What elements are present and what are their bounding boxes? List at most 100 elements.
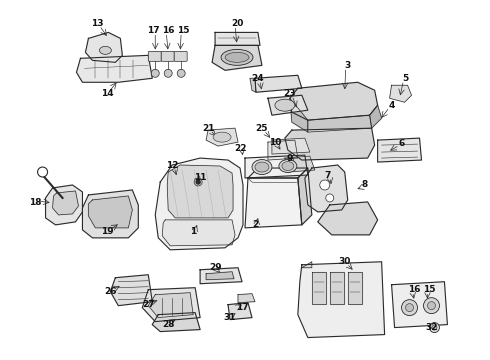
- Polygon shape: [206, 128, 238, 146]
- Polygon shape: [82, 190, 138, 238]
- Polygon shape: [142, 288, 200, 321]
- Ellipse shape: [99, 46, 111, 54]
- FancyBboxPatch shape: [161, 51, 174, 61]
- Circle shape: [151, 69, 159, 77]
- Circle shape: [194, 178, 202, 186]
- Text: 28: 28: [162, 320, 174, 329]
- Polygon shape: [268, 140, 298, 160]
- Polygon shape: [215, 32, 260, 45]
- Polygon shape: [76, 55, 152, 82]
- Ellipse shape: [255, 162, 269, 172]
- Text: 1: 1: [190, 228, 196, 237]
- Polygon shape: [250, 78, 256, 92]
- Polygon shape: [298, 168, 312, 225]
- Text: 25: 25: [256, 123, 268, 132]
- Text: 5: 5: [402, 74, 409, 83]
- Polygon shape: [378, 138, 421, 162]
- Circle shape: [196, 180, 200, 184]
- Polygon shape: [302, 262, 312, 268]
- Text: 16: 16: [408, 285, 421, 294]
- Polygon shape: [167, 165, 233, 218]
- Polygon shape: [268, 95, 308, 115]
- Text: 16: 16: [162, 26, 174, 35]
- Polygon shape: [305, 165, 348, 212]
- Polygon shape: [52, 191, 78, 215]
- Text: 7: 7: [324, 171, 331, 180]
- FancyBboxPatch shape: [148, 51, 161, 61]
- Ellipse shape: [275, 99, 295, 111]
- Circle shape: [427, 302, 436, 310]
- Polygon shape: [206, 272, 234, 280]
- Circle shape: [423, 298, 440, 314]
- Circle shape: [38, 167, 48, 177]
- Text: 23: 23: [284, 89, 296, 98]
- Text: 18: 18: [29, 198, 42, 207]
- Text: 21: 21: [202, 123, 214, 132]
- Polygon shape: [162, 220, 235, 246]
- Circle shape: [177, 69, 185, 77]
- Polygon shape: [272, 138, 310, 154]
- Polygon shape: [285, 156, 315, 172]
- Text: 6: 6: [398, 139, 405, 148]
- Polygon shape: [85, 32, 122, 62]
- Text: 11: 11: [194, 172, 206, 181]
- Circle shape: [320, 180, 330, 190]
- Text: 3: 3: [344, 61, 351, 70]
- Text: 30: 30: [339, 257, 351, 266]
- Polygon shape: [212, 45, 262, 70]
- Polygon shape: [155, 158, 243, 250]
- Polygon shape: [238, 294, 255, 303]
- Text: 14: 14: [101, 89, 114, 98]
- Text: 32: 32: [425, 323, 438, 332]
- Polygon shape: [89, 196, 132, 228]
- Ellipse shape: [282, 162, 294, 171]
- Text: 2: 2: [252, 220, 258, 229]
- Circle shape: [326, 194, 334, 202]
- Polygon shape: [348, 272, 362, 303]
- Polygon shape: [369, 105, 382, 128]
- Text: 12: 12: [166, 161, 178, 170]
- Text: 4: 4: [389, 101, 395, 110]
- Polygon shape: [245, 155, 308, 178]
- Ellipse shape: [279, 159, 297, 172]
- Ellipse shape: [252, 159, 272, 175]
- Polygon shape: [285, 128, 375, 160]
- Text: 24: 24: [252, 74, 264, 83]
- Ellipse shape: [213, 132, 231, 142]
- Circle shape: [406, 303, 414, 312]
- Text: 20: 20: [231, 19, 243, 28]
- Text: 9: 9: [287, 154, 293, 163]
- Circle shape: [401, 300, 417, 316]
- Polygon shape: [110, 275, 152, 306]
- Text: 13: 13: [91, 19, 104, 28]
- Polygon shape: [312, 272, 326, 303]
- Text: 17: 17: [147, 26, 160, 35]
- Text: 22: 22: [234, 144, 246, 153]
- Polygon shape: [392, 282, 447, 328]
- Ellipse shape: [221, 49, 253, 65]
- Circle shape: [432, 325, 437, 330]
- Circle shape: [429, 323, 440, 333]
- Polygon shape: [200, 268, 242, 284]
- Polygon shape: [46, 185, 82, 225]
- Text: 31: 31: [224, 313, 236, 322]
- Text: 19: 19: [101, 228, 114, 237]
- Text: 29: 29: [209, 263, 221, 272]
- Polygon shape: [298, 262, 385, 338]
- Polygon shape: [248, 168, 308, 178]
- Text: 15: 15: [423, 285, 436, 294]
- Polygon shape: [290, 98, 308, 132]
- Polygon shape: [390, 85, 412, 102]
- Polygon shape: [148, 293, 193, 318]
- Polygon shape: [308, 115, 371, 132]
- Polygon shape: [318, 202, 378, 235]
- Polygon shape: [152, 312, 200, 332]
- Text: 27: 27: [142, 300, 154, 309]
- Polygon shape: [255, 75, 302, 92]
- Polygon shape: [228, 303, 252, 320]
- Text: 10: 10: [269, 138, 281, 147]
- FancyBboxPatch shape: [174, 51, 187, 61]
- Polygon shape: [330, 272, 343, 303]
- Text: 26: 26: [104, 287, 117, 296]
- Text: 15: 15: [177, 26, 190, 35]
